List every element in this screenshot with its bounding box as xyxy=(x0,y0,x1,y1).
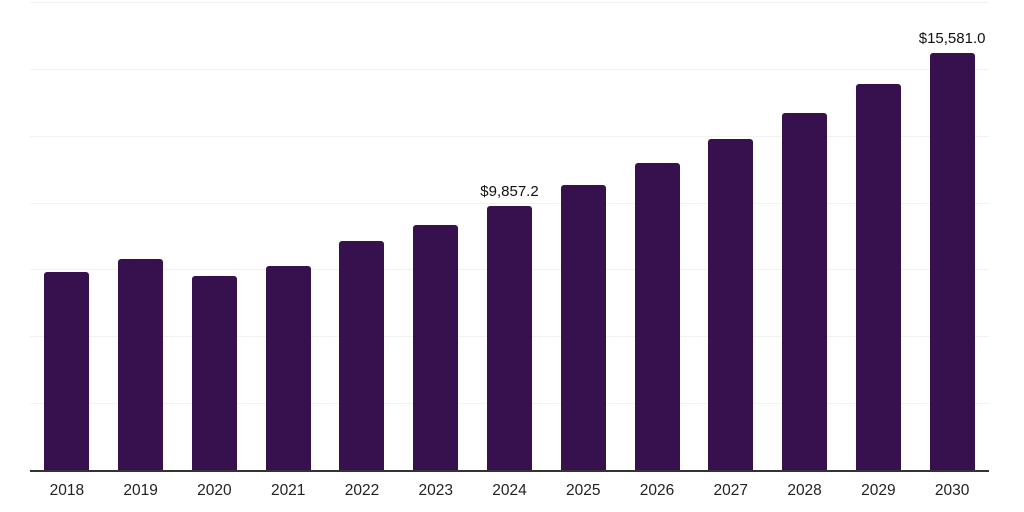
bar-2030[interactable] xyxy=(929,53,975,470)
bar-2028[interactable] xyxy=(782,112,828,470)
x-axis-labels: 2018 2019 2020 2021 2022 2023 2024 2025 2026 2027… xyxy=(30,482,989,508)
gridline-17500 xyxy=(30,2,989,3)
bar-2026[interactable] xyxy=(634,163,680,470)
x-tick-2026: 2026 xyxy=(639,482,675,499)
bar-2022[interactable] xyxy=(339,241,385,470)
gridline-10000 xyxy=(30,202,989,204)
bar-2027[interactable] xyxy=(708,138,754,470)
bar-2025[interactable] xyxy=(560,184,606,470)
x-tick-2022: 2022 xyxy=(344,482,380,499)
bar-2024[interactable] xyxy=(487,206,532,470)
plot-area: $9,857.2 $15,581.0 xyxy=(30,2,989,472)
x-tick-2029: 2029 xyxy=(861,482,896,499)
x-tick-2020: 2020 xyxy=(197,482,232,499)
gridline-15000 xyxy=(30,68,989,70)
bar-2019[interactable] xyxy=(118,259,164,470)
data-label-2024: $9,857.2 xyxy=(480,183,539,201)
bar-2023[interactable] xyxy=(413,225,459,470)
bar-2018[interactable] xyxy=(44,272,90,470)
gridline-12500 xyxy=(30,135,989,137)
bar-2020[interactable] xyxy=(191,276,237,470)
x-tick-2021: 2021 xyxy=(270,482,306,499)
bar-2021[interactable] xyxy=(265,265,311,470)
x-tick-2024: 2024 xyxy=(492,482,527,499)
x-tick-2018: 2018 xyxy=(49,482,85,499)
x-tick-2030: 2030 xyxy=(934,482,970,499)
x-tick-2019: 2019 xyxy=(123,482,158,499)
x-tick-2028: 2028 xyxy=(787,482,822,499)
x-tick-2027: 2027 xyxy=(713,482,749,499)
x-tick-2025: 2025 xyxy=(566,482,601,499)
data-label-2030: $15,581.0 xyxy=(918,30,986,48)
bar-2029[interactable] xyxy=(855,84,901,470)
x-tick-2023: 2023 xyxy=(418,482,453,499)
